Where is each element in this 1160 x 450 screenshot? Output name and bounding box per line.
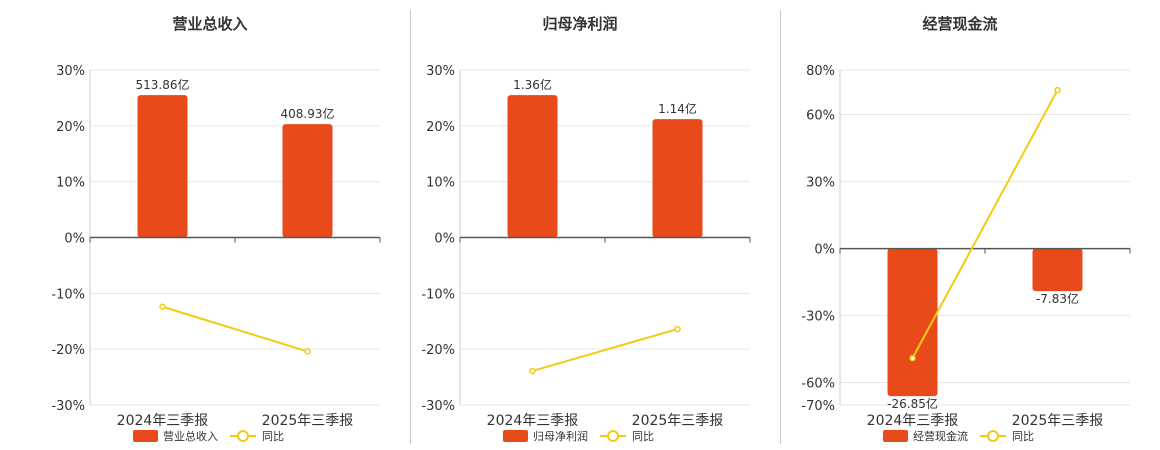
bar <box>507 95 558 238</box>
bar <box>282 124 333 238</box>
chart-title: 归母净利润 <box>542 15 618 33</box>
yoy-line <box>162 305 308 353</box>
y-tick-label: 20% <box>56 120 85 135</box>
legend-swatch-bar <box>133 430 158 442</box>
y-tick-label: -30% <box>801 310 835 325</box>
bar-data-label: -26.85亿 <box>887 396 938 411</box>
x-tick-label: 2024年三季报 <box>487 413 579 429</box>
y-tick-label: 0% <box>64 232 85 247</box>
y-tick-label: 10% <box>426 176 455 191</box>
chart-panel-cash-flow: 经营现金流 80% 60% 30% 0% -30% -60% -70% -26.85亿 -7.8… <box>750 0 1150 450</box>
legend-swatch-bar <box>503 430 528 442</box>
chart-title: 经营现金流 <box>922 15 998 33</box>
x-tick-label: 2024年三季报 <box>117 413 209 429</box>
x-tick-label: 2025年三季报 <box>1012 413 1104 429</box>
yoy-line <box>911 89 1059 359</box>
legend-label-bar: 营业总收入 <box>163 429 218 443</box>
chart-svg: 30% 20% 10% 0% -10% -20% -30% 513.86亿 408.93亿 202… <box>51 64 381 443</box>
chart-svg: 30% 20% 10% 0% -10% -20% -30% 1.36亿 1.14亿 2024年三季… <box>421 64 751 443</box>
panel-divider <box>410 10 411 444</box>
yoy-line <box>532 328 678 372</box>
y-tick-label: 30% <box>56 64 85 79</box>
bar-data-label: 408.93亿 <box>281 106 335 121</box>
legend-label-bar: 经营现金流 <box>913 429 968 443</box>
y-tick-label: 80% <box>806 64 835 79</box>
legend-label-line: 同比 <box>632 430 654 443</box>
legend-label-bar: 归母净利润 <box>533 429 588 443</box>
y-tick-label: -20% <box>51 343 85 358</box>
bar <box>652 119 703 238</box>
y-tick-label: 30% <box>806 176 835 191</box>
y-tick-label: -10% <box>51 287 85 302</box>
bar-data-label: 1.14亿 <box>658 101 697 116</box>
yoy-point <box>909 354 916 362</box>
legend-swatch-marker <box>607 430 619 442</box>
y-tick-label: 30% <box>426 64 455 79</box>
legend-swatch-bar <box>883 430 908 442</box>
y-tick-label: -70% <box>801 399 835 414</box>
y-tick-label: 0% <box>814 243 835 258</box>
bar-data-label: 1.36亿 <box>513 77 552 92</box>
y-tick-label: -20% <box>421 343 455 358</box>
y-tick-label: -60% <box>801 377 835 392</box>
legend-label-line: 同比 <box>262 430 284 443</box>
yoy-point <box>1054 86 1061 94</box>
bar <box>1032 248 1083 292</box>
y-tick-label: 0% <box>434 232 455 247</box>
yoy-point <box>159 303 166 310</box>
y-tick-label: 60% <box>806 109 835 124</box>
chart-panel-net-profit: 归母净利润 30% 20% 10% 0% -10% -20% -30% 1.36亿 1.14亿 2… <box>370 0 770 450</box>
x-tick-label: 2025年三季报 <box>262 413 354 429</box>
x-tick-label: 2024年三季报 <box>867 413 959 429</box>
y-tick-label: -30% <box>51 399 85 414</box>
legend-label-line: 同比 <box>1012 430 1034 443</box>
yoy-point <box>304 348 311 355</box>
legend-swatch-marker <box>237 430 249 442</box>
bar-data-label: -7.83亿 <box>1036 291 1079 306</box>
bar-data-label: 513.86亿 <box>136 77 190 92</box>
bar <box>887 248 938 397</box>
yoy-point <box>529 367 536 375</box>
chart-title: 营业总收入 <box>172 15 248 33</box>
panel-divider <box>780 10 781 444</box>
yoy-point <box>674 325 681 333</box>
y-tick-label: 20% <box>426 120 455 135</box>
x-tick-label: 2025年三季报 <box>632 413 724 429</box>
chart-panel-revenue: 营业总收入 30% 20% 10% 0% -10% -20% -30% 513.86亿 408.… <box>0 0 400 450</box>
y-tick-label: 10% <box>56 176 85 191</box>
y-tick-label: -10% <box>421 287 455 302</box>
legend-swatch-marker <box>987 430 999 442</box>
y-tick-label: -30% <box>421 399 455 414</box>
bar <box>137 95 188 238</box>
chart-svg: 80% 60% 30% 0% -30% -60% -70% -26.85亿 -7.83亿 2024… <box>801 64 1131 443</box>
